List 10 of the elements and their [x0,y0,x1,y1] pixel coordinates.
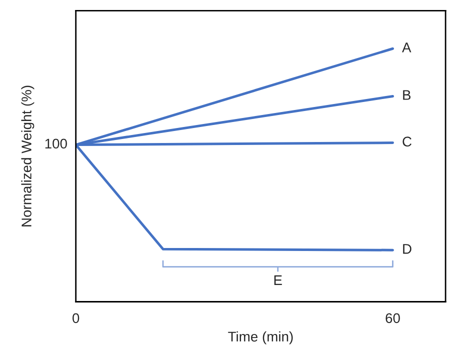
series-label: B [403,90,411,100]
y-axis-title: Normalized Weight (%) [21,86,34,226]
series-label: D [403,244,412,254]
series-label: A [402,42,412,52]
x-axis-title: Time (min) [228,331,293,344]
annotation: E [274,275,282,285]
x-tick-label: 60 [386,313,400,324]
x-tick-label: 0 [72,313,80,324]
series-label: C [402,136,412,147]
annotation: 100 [45,138,67,149]
